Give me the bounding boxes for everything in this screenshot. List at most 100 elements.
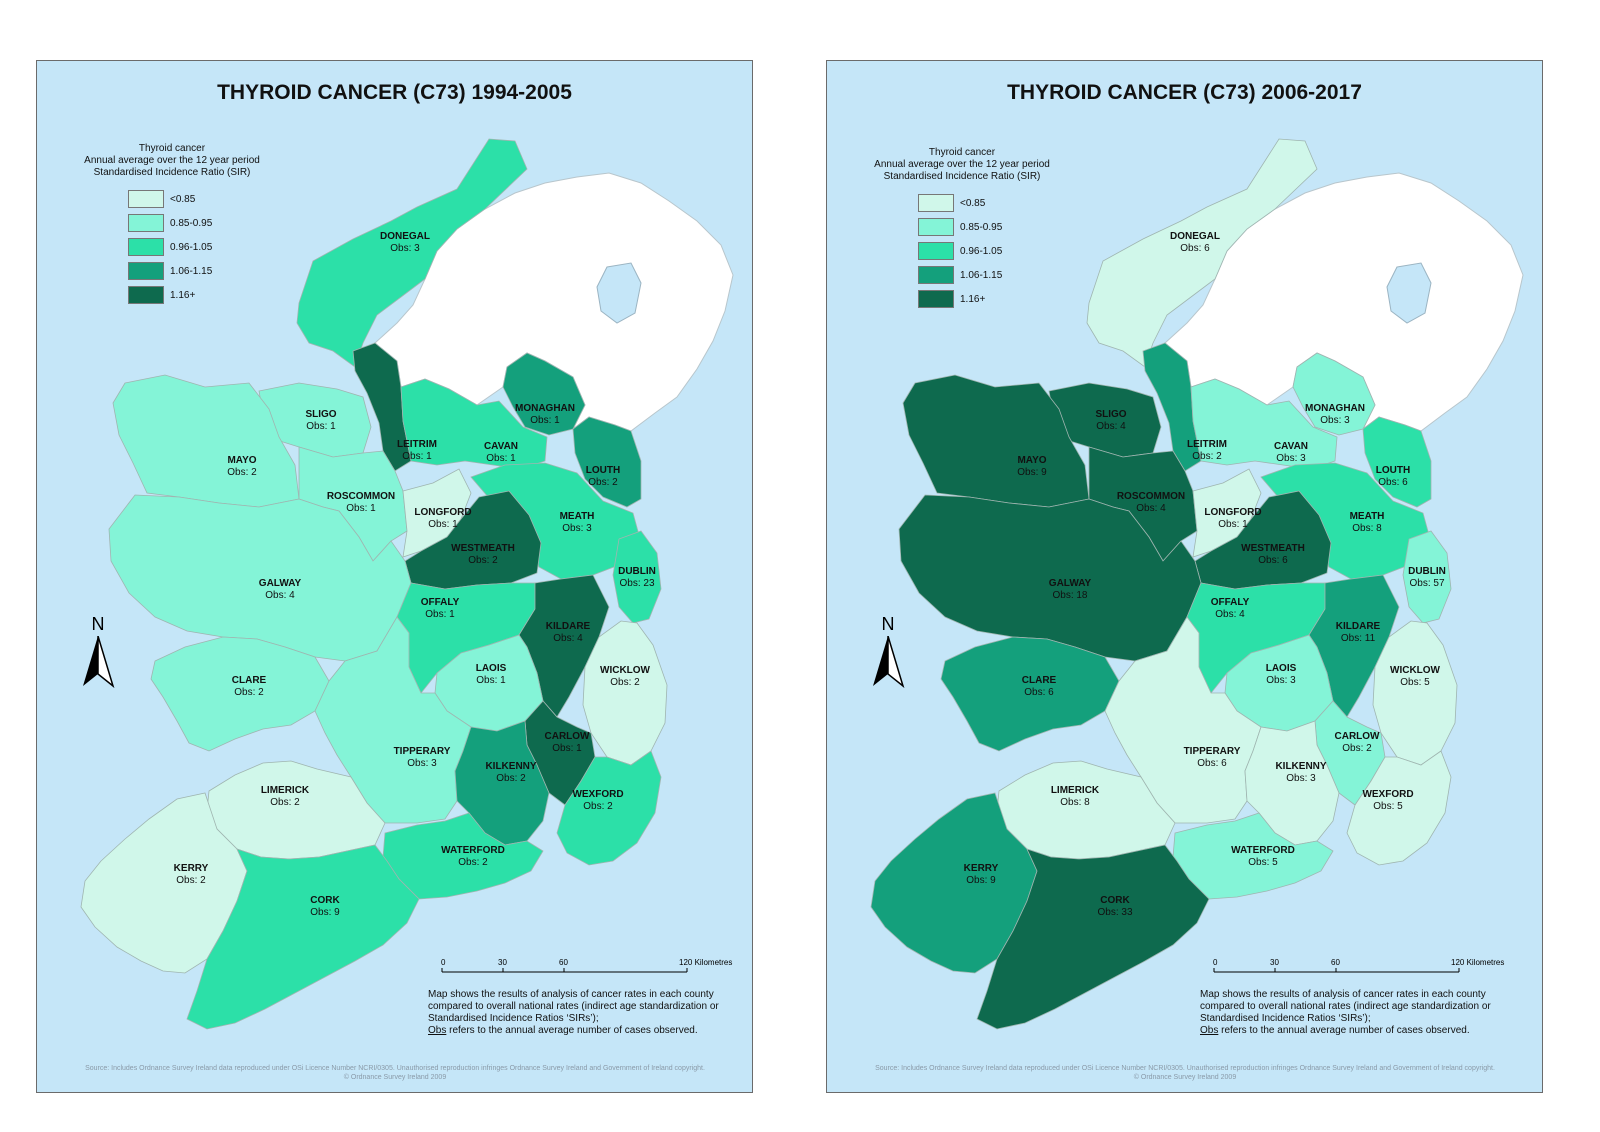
county-label-monaghan: MONAGHAN Obs: 1	[515, 403, 575, 427]
map-title: THYROID CANCER (C73) 2006-2017	[1007, 81, 1362, 104]
legend-item: 0.96-1.05	[128, 235, 267, 259]
legend-item: 0.85-0.95	[918, 215, 1057, 239]
county-label-sligo: SLIGO Obs: 1	[305, 409, 336, 433]
county-name: DUBLIN	[1408, 566, 1446, 577]
county-label-laois: LAOIS Obs: 1	[476, 663, 507, 687]
county-obs: Obs: 1	[306, 421, 336, 432]
county-sligo	[258, 382, 372, 458]
county-name: CLARE	[231, 675, 267, 686]
county-label-kerry: KERRY Obs: 2	[174, 863, 209, 887]
county-obs: Obs: 2	[234, 687, 264, 698]
county-obs: Obs: 18	[1052, 590, 1088, 601]
county-label-dublin: DUBLIN Obs: 57	[1408, 566, 1446, 590]
lough-neagh	[1386, 262, 1432, 324]
county-obs: Obs: 5	[1373, 801, 1403, 812]
county-obs: Obs: 1	[486, 453, 516, 464]
county-label-clare: CLARE Obs: 2	[232, 675, 266, 699]
county-wexford	[556, 750, 662, 866]
county-label-laois: LAOIS Obs: 3	[1266, 663, 1297, 687]
county-label-longford: LONGFORD Obs: 1	[1204, 507, 1261, 531]
county-name: ROSCOMMON	[1116, 491, 1186, 502]
county-label-kerry: KERRY Obs: 9	[964, 863, 999, 887]
county-obs: Obs: 2	[468, 555, 498, 566]
county-obs: Obs: 6	[1258, 555, 1288, 566]
county-leitrim	[1142, 342, 1202, 472]
county-obs: Obs: 1	[1218, 519, 1248, 530]
county-cork	[976, 844, 1210, 1030]
legend-item: <0.85	[918, 191, 1057, 215]
county-name: SLIGO	[305, 409, 337, 420]
county-obs: Obs: 1	[425, 609, 455, 620]
county-obs: Obs: 2	[270, 797, 300, 808]
county-name: LONGFORD	[1204, 507, 1262, 518]
county-obs: Obs: 3	[1286, 773, 1316, 784]
county-obs: Obs: 4	[265, 590, 295, 601]
county-name: KILKENNY	[485, 761, 537, 772]
county-label-wicklow: WICKLOW Obs: 2	[600, 665, 650, 689]
county-label-limerick: LIMERICK Obs: 2	[261, 785, 309, 809]
county-dublin	[1402, 530, 1452, 624]
legend-title: Thyroid cancer Annual average over the 1…	[874, 147, 1050, 182]
legend-swatch	[918, 266, 954, 284]
county-obs: Obs: 11	[1340, 633, 1376, 644]
county-label-wicklow: WICKLOW Obs: 5	[1390, 665, 1440, 689]
county-name: CARLOW	[544, 731, 590, 742]
county-obs: Obs: 57	[1409, 578, 1445, 589]
county-label-carlow: CARLOW Obs: 2	[1335, 731, 1380, 755]
county-name: LOUTH	[1375, 465, 1411, 476]
county-obs: Obs: 1	[402, 451, 432, 462]
county-name: DONEGAL	[1170, 231, 1220, 242]
county-label-westmeath: WESTMEATH Obs: 2	[451, 543, 515, 567]
county-name: CORK	[310, 895, 340, 906]
county-name: KILKENNY	[1275, 761, 1327, 772]
county-clare	[150, 636, 330, 752]
legend-swatch	[128, 286, 164, 304]
county-name: LIMERICK	[260, 785, 310, 796]
legend-swatch	[128, 262, 164, 280]
scale-bar: 0 30 60 120 Kilometres	[441, 958, 733, 973]
county-label-donegal: DONEGAL Obs: 6	[1170, 231, 1220, 255]
lough-neagh	[596, 262, 642, 324]
county-name: KILDARE	[1335, 621, 1381, 632]
county-obs: Obs: 9	[1017, 467, 1047, 478]
county-label-galway: GALWAY Obs: 18	[1049, 578, 1091, 602]
county-name: SLIGO	[1095, 409, 1127, 420]
county-obs: Obs: 6	[1378, 477, 1408, 488]
county-label-cork: CORK Obs: 9	[310, 895, 339, 919]
county-name: LEITRIM	[1187, 439, 1227, 450]
legend-swatch	[128, 190, 164, 208]
county-label-kilkenny: KILKENNY Obs: 2	[485, 761, 536, 785]
county-label-leitrim: LEITRIM Obs: 2	[1187, 439, 1227, 463]
county-obs: Obs: 2	[583, 801, 613, 812]
county-obs: Obs: 9	[310, 907, 340, 918]
county-name: OFFALY	[420, 597, 460, 608]
county-name: MONAGHAN	[515, 403, 575, 414]
county-name: LIMERICK	[1050, 785, 1100, 796]
county-label-kildare: KILDARE Obs: 11	[1336, 621, 1380, 645]
county-label-meath: MEATH Obs: 3	[560, 511, 595, 535]
county-louth	[572, 416, 642, 508]
county-obs: Obs: 2	[610, 677, 640, 688]
county-label-offaly: OFFALY Obs: 4	[1211, 597, 1250, 621]
county-name: WEXFORD	[1362, 789, 1414, 800]
county-name: WICKLOW	[1390, 665, 1440, 676]
county-name: LAOIS	[475, 663, 507, 674]
county-label-meath: MEATH Obs: 8	[1350, 511, 1385, 535]
county-name: KERRY	[963, 863, 999, 874]
legend-item: <0.85	[128, 187, 267, 211]
county-label-offaly: OFFALY Obs: 1	[421, 597, 460, 621]
county-obs: Obs: 2	[227, 467, 257, 478]
source-credit: Source: Includes Ordnance Survey Ireland…	[875, 1065, 1495, 1081]
map-panel-1994-2005: THYROID CANCER (C73) 1994-2005 Thyroid c…	[36, 60, 753, 1093]
county-cavan	[1190, 378, 1338, 470]
legend-item: 0.85-0.95	[128, 211, 267, 235]
county-name: OFFALY	[1210, 597, 1250, 608]
county-label-roscommon: ROSCOMMON Obs: 4	[1117, 491, 1185, 515]
county-obs: Obs: 2	[588, 477, 618, 488]
legend-title: Thyroid cancer Annual average over the 1…	[84, 143, 260, 178]
legend-swatch	[128, 214, 164, 232]
legend-item: 0.96-1.05	[918, 239, 1057, 263]
county-name: CARLOW	[1334, 731, 1380, 742]
county-dublin	[612, 530, 662, 624]
county-name: GALWAY	[258, 578, 302, 589]
